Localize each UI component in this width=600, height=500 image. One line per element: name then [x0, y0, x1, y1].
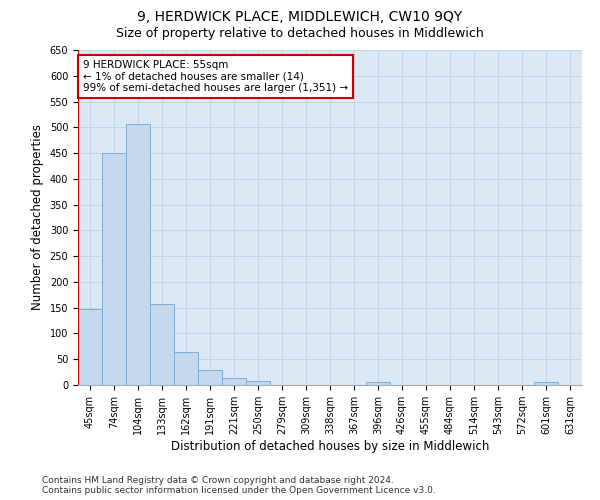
Bar — [222, 378, 246, 385]
Bar — [174, 352, 198, 385]
Text: Contains HM Land Registry data © Crown copyright and database right 2024.
Contai: Contains HM Land Registry data © Crown c… — [42, 476, 436, 495]
Bar — [534, 382, 558, 385]
Bar — [150, 304, 174, 385]
Text: 9 HERDWICK PLACE: 55sqm
← 1% of detached houses are smaller (14)
99% of semi-det: 9 HERDWICK PLACE: 55sqm ← 1% of detached… — [83, 60, 348, 93]
Bar — [246, 381, 270, 385]
Bar — [78, 308, 102, 385]
Y-axis label: Number of detached properties: Number of detached properties — [31, 124, 44, 310]
Bar — [102, 153, 126, 385]
Bar — [198, 370, 222, 385]
Bar — [126, 124, 150, 385]
X-axis label: Distribution of detached houses by size in Middlewich: Distribution of detached houses by size … — [171, 440, 489, 453]
Bar — [366, 382, 390, 385]
Text: 9, HERDWICK PLACE, MIDDLEWICH, CW10 9QY: 9, HERDWICK PLACE, MIDDLEWICH, CW10 9QY — [137, 10, 463, 24]
Text: Size of property relative to detached houses in Middlewich: Size of property relative to detached ho… — [116, 28, 484, 40]
